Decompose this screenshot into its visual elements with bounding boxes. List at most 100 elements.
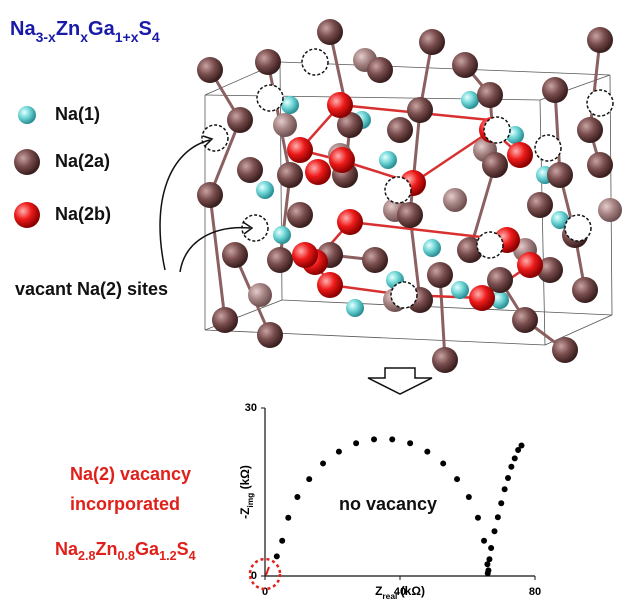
atom xyxy=(512,307,538,333)
atom xyxy=(248,283,272,307)
atom xyxy=(197,182,223,208)
text-part: Z xyxy=(375,584,382,598)
y-axis-label: -Zimg (kΩ) xyxy=(238,465,255,519)
subscript: 2.8 xyxy=(78,549,96,563)
atom xyxy=(362,247,388,273)
data-point xyxy=(336,449,342,455)
legend-label: Na(2b) xyxy=(55,204,111,224)
atom xyxy=(407,97,433,123)
subscript: 0.8 xyxy=(118,549,136,563)
data-point xyxy=(488,545,494,551)
atom xyxy=(305,159,331,185)
atom xyxy=(452,52,478,78)
vacancy-trace xyxy=(266,567,269,575)
atom xyxy=(255,49,281,75)
text-part: Ga xyxy=(135,539,160,559)
sample-label: Na2.8Zn0.8Ga1.2S4 xyxy=(55,539,196,564)
data-point xyxy=(353,440,359,446)
vacant-site xyxy=(202,125,228,151)
atom xyxy=(527,192,553,218)
data-point xyxy=(508,464,514,470)
atom xyxy=(598,198,622,222)
cell-edge xyxy=(280,62,610,75)
data-point xyxy=(492,528,498,534)
annotation: Na(2) vacancy xyxy=(70,464,191,484)
atom xyxy=(267,247,293,273)
atom xyxy=(507,142,533,168)
atom xyxy=(443,188,467,212)
atom xyxy=(329,147,355,173)
atom xyxy=(222,242,248,268)
cell-edge xyxy=(610,75,612,315)
y-tick-label: 30 xyxy=(245,402,257,414)
legend-label: Na(1) xyxy=(55,104,100,124)
atom xyxy=(367,57,393,83)
figure: Na3-xZnxGa1+xS4 Na(1) Na(2a) Na(2b) vaca… xyxy=(0,0,622,603)
atom xyxy=(587,27,613,53)
atom xyxy=(277,162,303,188)
data-point xyxy=(498,500,504,506)
data-point xyxy=(294,494,300,500)
data-point xyxy=(495,514,501,520)
atom xyxy=(237,157,263,183)
atom xyxy=(572,277,598,303)
atom xyxy=(517,252,543,278)
data-point xyxy=(424,449,430,455)
atom xyxy=(287,137,313,163)
atom xyxy=(552,337,578,363)
atom xyxy=(587,152,613,178)
atom xyxy=(423,239,441,257)
legend-swatch xyxy=(18,106,36,124)
text-part: Zn xyxy=(96,539,118,559)
vacant-site xyxy=(565,215,591,241)
data-point xyxy=(407,440,413,446)
atom xyxy=(397,202,423,228)
subscript: 4 xyxy=(152,29,160,45)
atom xyxy=(227,107,253,133)
vacant-site xyxy=(257,85,283,111)
annotation: incorporated xyxy=(70,494,180,514)
subscript: 1+x xyxy=(115,29,139,45)
atom xyxy=(317,272,343,298)
annotation: no vacancy xyxy=(339,494,437,514)
vacant-site xyxy=(385,177,411,203)
atom xyxy=(197,57,223,83)
atom xyxy=(337,209,363,235)
x-tick-label: 80 xyxy=(529,586,541,598)
subscript: img xyxy=(245,493,255,508)
data-point xyxy=(285,515,291,521)
atom xyxy=(346,299,364,317)
cell-edge xyxy=(205,330,545,345)
atom xyxy=(469,285,495,311)
data-point xyxy=(454,476,460,482)
crystal-structure xyxy=(197,19,622,373)
data-point xyxy=(519,443,525,449)
subscript: 1.2 xyxy=(159,549,177,563)
atom xyxy=(419,29,445,55)
text-part: Ga xyxy=(88,18,116,40)
atom xyxy=(256,181,274,199)
vacant-site xyxy=(477,232,503,258)
data-point xyxy=(466,494,472,500)
atom xyxy=(387,117,413,143)
atom xyxy=(257,322,283,348)
atom xyxy=(273,113,297,137)
atom xyxy=(379,151,397,169)
x-axis-label: Zreal (kΩ) xyxy=(375,584,425,601)
atom xyxy=(292,242,318,268)
subscript: 3-x xyxy=(36,29,56,45)
atom xyxy=(432,347,458,373)
vacant-site xyxy=(302,49,328,75)
atom xyxy=(273,226,291,244)
text-part: Na xyxy=(10,18,36,40)
data-point xyxy=(481,538,487,544)
atom xyxy=(577,117,603,143)
data-point xyxy=(389,436,395,442)
atom xyxy=(317,19,343,45)
data-point xyxy=(505,475,511,481)
vacant-site xyxy=(587,90,613,116)
atom xyxy=(461,91,479,109)
atom xyxy=(547,162,573,188)
text-part: (kΩ) xyxy=(238,465,252,493)
